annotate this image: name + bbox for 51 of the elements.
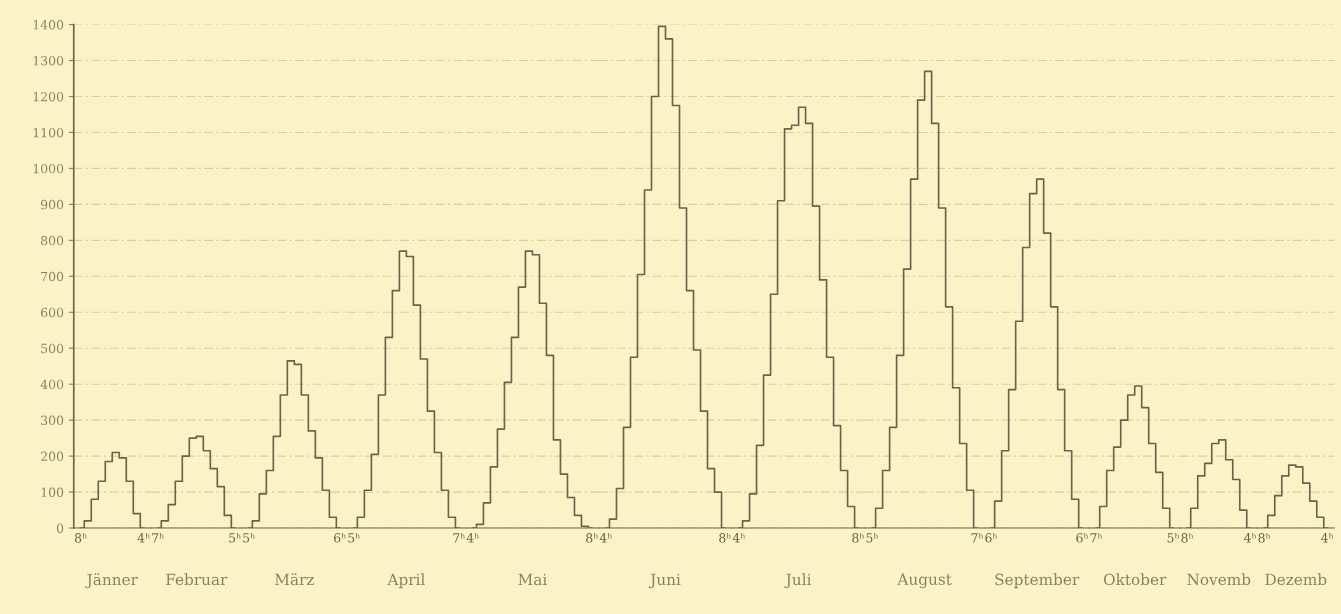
y-tick-label: 600 (41, 307, 64, 318)
x-tick-label: 8ʰ (74, 533, 87, 543)
text: Jänner (85, 573, 138, 589)
x-tick-label: 6ʰ (334, 533, 346, 543)
x-tick-label: 7ʰ (971, 533, 984, 543)
x-tick-label: 4ʰ (466, 533, 479, 543)
text: August (897, 573, 952, 589)
y-tick-label: 100 (41, 487, 64, 497)
x-tick-label: 6ʰ (985, 533, 998, 543)
y-tick-label: 1300 (33, 55, 64, 66)
y-tick-label: 0 (56, 523, 64, 533)
y-tick-label: 200 (41, 451, 64, 462)
y-tick-label: 700 (41, 271, 64, 282)
x-tick-label: 7ʰ (1090, 533, 1103, 543)
text: Juli (784, 573, 812, 589)
x-tick-label: 5ʰ (1167, 533, 1180, 543)
x-tick-label: 8ʰ (1258, 533, 1271, 543)
text: April (387, 573, 425, 589)
x-tick-label: 7ʰ (453, 533, 465, 543)
text: Juni (648, 573, 681, 589)
x-tick-label: 6ʰ (1076, 533, 1089, 543)
x-tick-label: 4ʰ (137, 533, 150, 543)
text: Oktober (1103, 573, 1167, 586)
x-tick-label: 5ʰ (866, 533, 879, 543)
y-tick-label: 400 (40, 379, 64, 390)
y-tick-label: 900 (40, 199, 64, 210)
y-tick-label: 500 (41, 343, 64, 354)
text: März (275, 573, 314, 586)
x-tick-label: 8ʰ (852, 533, 865, 543)
x-tick-label: 8ʰ (719, 533, 732, 543)
y-tick-label: 1000 (33, 163, 64, 174)
x-tick-label: 4ʰ (1321, 533, 1334, 543)
y-tick-label: 800 (41, 235, 64, 246)
x-tick-label: 7ʰ (152, 533, 164, 543)
x-tick-label: 4ʰ (1243, 533, 1257, 543)
text: Dezemb (1265, 573, 1327, 586)
x-tick-label: 5ʰ (229, 533, 241, 543)
x-tick-label: 4ʰ (599, 533, 613, 543)
text: September (995, 573, 1080, 589)
y-tick-label: 1400 (33, 20, 64, 30)
y-tick-label: 1100 (33, 127, 64, 138)
y-tick-label: 300 (41, 415, 64, 426)
y-tick-label: 1200 (33, 91, 64, 102)
x-tick-label: 5ʰ (243, 533, 255, 543)
x-tick-label: 4ʰ (732, 533, 746, 543)
text: Februar (166, 573, 228, 586)
x-tick-label: 8ʰ (1181, 533, 1194, 543)
text: Novemb (1187, 573, 1251, 586)
x-tick-label: 8ʰ (586, 533, 599, 543)
text: Mai (518, 573, 547, 586)
x-tick-label: 5ʰ (348, 533, 360, 543)
